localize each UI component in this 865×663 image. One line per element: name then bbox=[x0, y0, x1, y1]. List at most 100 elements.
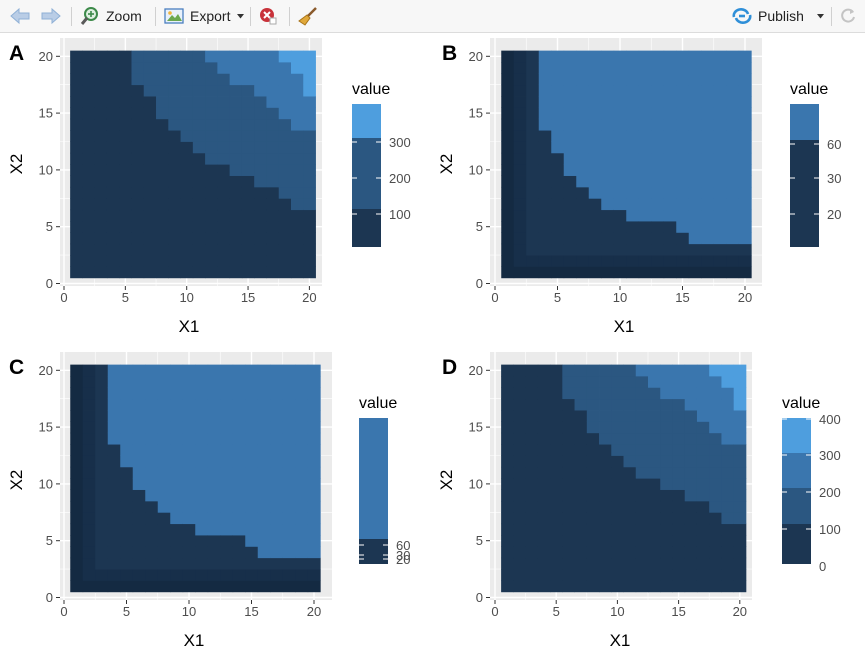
heatmap-tile bbox=[726, 61, 740, 74]
heatmap-tile bbox=[562, 364, 575, 377]
heatmap-tile bbox=[713, 164, 727, 176]
heatmap-tile bbox=[106, 221, 120, 233]
heatmap-tile bbox=[207, 387, 221, 400]
heatmap-tile bbox=[106, 50, 120, 63]
heatmap-tile bbox=[537, 500, 551, 513]
heatmap-tile bbox=[586, 432, 600, 445]
heatmap-tile bbox=[157, 466, 171, 479]
heatmap-tile bbox=[626, 175, 640, 188]
heatmap-tile bbox=[195, 410, 209, 422]
heatmap-tile bbox=[663, 266, 677, 279]
heatmap-tile bbox=[119, 255, 132, 267]
heatmap-tile bbox=[601, 152, 615, 165]
heatmap-tile bbox=[660, 535, 673, 547]
heatmap-tile bbox=[599, 512, 612, 525]
heatmap-tile bbox=[257, 466, 271, 479]
heatmap-tile bbox=[282, 410, 296, 422]
heatmap-tile bbox=[660, 580, 673, 593]
heatmap-tile bbox=[145, 535, 159, 547]
heatmap-tile bbox=[94, 96, 108, 108]
heatmap-tile bbox=[217, 198, 231, 211]
heatmap-tile bbox=[82, 455, 96, 468]
heatmap-tile bbox=[120, 466, 134, 479]
heatmap-tile bbox=[733, 512, 747, 525]
heatmap-tile bbox=[513, 164, 527, 176]
heatmap-tile bbox=[205, 96, 218, 108]
heatmap-tile bbox=[733, 375, 747, 388]
heatmap-tile bbox=[120, 557, 134, 570]
forward-button[interactable] bbox=[40, 5, 62, 27]
heatmap-tile bbox=[295, 478, 309, 490]
legend-color-step bbox=[359, 539, 388, 548]
heatmap-tile bbox=[95, 398, 109, 411]
heatmap-tile bbox=[132, 546, 146, 559]
heatmap-tile bbox=[525, 569, 539, 581]
heatmap-tile bbox=[551, 186, 565, 199]
export-label: Export bbox=[190, 8, 231, 24]
heatmap-tile bbox=[576, 221, 590, 233]
heatmap-tile bbox=[157, 398, 171, 411]
heatmap-tile bbox=[651, 175, 665, 188]
heatmap-tile bbox=[119, 96, 132, 108]
legend-label: 20 bbox=[396, 552, 410, 567]
heatmap-tile bbox=[254, 175, 267, 188]
heatmap-tile bbox=[168, 198, 181, 211]
heatmap-tile bbox=[180, 255, 194, 267]
heatmap-tile bbox=[145, 421, 159, 434]
heatmap-tile bbox=[588, 221, 602, 233]
heatmap-tile bbox=[270, 557, 284, 570]
publish-button[interactable]: Publish bbox=[731, 5, 824, 27]
heatmap-tile bbox=[611, 421, 624, 434]
heatmap-tile bbox=[526, 118, 540, 131]
heatmap-tile bbox=[709, 432, 722, 445]
heatmap-tile bbox=[307, 489, 321, 502]
remove-plot-button[interactable] bbox=[259, 5, 277, 27]
heatmap-tile bbox=[195, 432, 209, 445]
zoom-button[interactable]: Zoom bbox=[80, 5, 142, 27]
heatmap-tile bbox=[282, 375, 296, 388]
heatmap-tile bbox=[726, 152, 740, 165]
heatmap-tile bbox=[70, 84, 83, 97]
heatmap-tile bbox=[70, 61, 83, 74]
heatmap-tile bbox=[738, 141, 752, 154]
heatmap-tile bbox=[635, 500, 649, 513]
export-button[interactable]: Export bbox=[164, 5, 245, 27]
heatmap-tile bbox=[131, 118, 145, 131]
heatmap-tile bbox=[501, 557, 514, 570]
heatmap-tile bbox=[651, 243, 665, 256]
clear-plots-button[interactable] bbox=[298, 5, 318, 27]
heatmap-tile bbox=[303, 243, 316, 256]
heatmap-tile bbox=[537, 535, 551, 547]
heatmap-tile bbox=[726, 164, 740, 176]
heatmap-tile bbox=[217, 164, 231, 176]
heatmap-tile bbox=[626, 152, 640, 165]
heatmap-tile bbox=[120, 580, 134, 593]
refresh-button[interactable] bbox=[839, 5, 857, 27]
heatmap-tile bbox=[254, 84, 267, 97]
heatmap-tile bbox=[266, 175, 280, 188]
heatmap-tile bbox=[563, 266, 577, 279]
back-button[interactable] bbox=[9, 5, 31, 27]
heatmap-tile bbox=[278, 141, 292, 154]
heatmap-tile bbox=[651, 96, 665, 108]
heatmap-tile bbox=[611, 455, 624, 468]
heatmap-tile bbox=[538, 232, 552, 245]
heatmap-tile bbox=[574, 364, 588, 377]
heatmap-tile bbox=[550, 410, 563, 422]
heatmap-tile bbox=[168, 152, 181, 165]
heatmap-tile bbox=[660, 387, 673, 400]
heatmap-tile bbox=[70, 50, 83, 63]
heatmap-tile bbox=[278, 232, 292, 245]
heatmap-tile bbox=[205, 118, 218, 131]
heatmap-tile bbox=[254, 141, 267, 154]
heatmap-tile bbox=[526, 73, 540, 86]
heatmap-tile bbox=[651, 61, 665, 74]
heatmap-tile bbox=[131, 255, 145, 267]
heatmap-tile bbox=[241, 186, 255, 199]
heatmap-tile bbox=[82, 152, 96, 165]
heatmap-tile bbox=[551, 118, 565, 131]
heatmap-tile bbox=[278, 50, 292, 63]
heatmap-tile bbox=[307, 500, 321, 513]
heatmap-tile bbox=[278, 186, 292, 199]
heatmap-tile bbox=[696, 455, 710, 468]
